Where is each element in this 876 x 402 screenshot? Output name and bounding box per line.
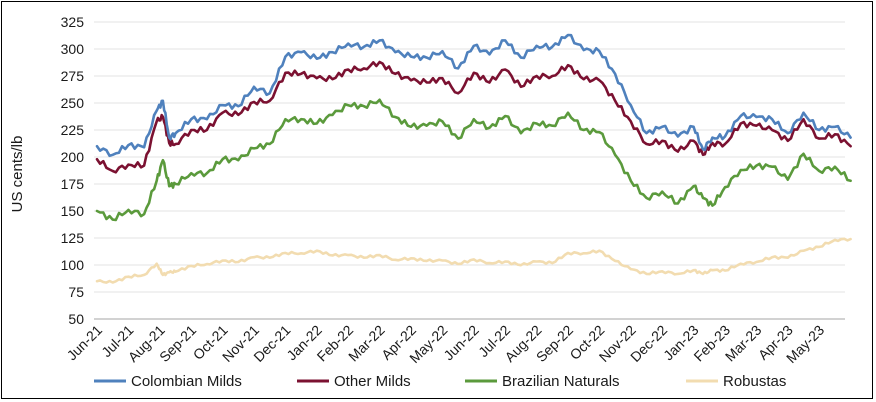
gridlines: [94, 21, 845, 293]
y-tick-label: 150: [61, 203, 85, 219]
x-tick-label: Jun-22: [440, 322, 482, 364]
x-tick-label: Jun-21: [64, 322, 106, 364]
y-tick-label: 50: [68, 311, 84, 327]
legend-label: Colombian Milds: [131, 373, 242, 390]
y-tick-label: 200: [61, 149, 85, 165]
y-axis-ticks: 50 75 100 125 150 175 200 225 250 275 300 325: [61, 14, 85, 327]
legend-label: Robustas: [723, 373, 786, 390]
y-tick-label: 175: [61, 176, 85, 192]
series-lines: [95, 33, 852, 284]
y-tick-label: 325: [61, 14, 85, 30]
y-tick-label: 275: [61, 68, 85, 84]
y-tick-label: 250: [61, 95, 85, 111]
series-line-robustas: [95, 237, 852, 284]
y-tick-label: 300: [61, 41, 85, 57]
y-axis-label: US cents/lb: [9, 136, 26, 213]
y-tick-label: 125: [61, 230, 85, 246]
x-axis-ticks: Jun-21Jul-21Aug-21Sep-21Oct-21Nov-21Dec-…: [64, 322, 828, 366]
series-line-brazilian-naturals: [95, 98, 852, 222]
series-line-colombian-milds: [95, 33, 852, 158]
x-tick-label: Mar-23: [722, 322, 765, 365]
x-tick-label: Mar-22: [345, 322, 388, 365]
y-tick-label: 225: [61, 122, 85, 138]
legend-label: Brazilian Naturals: [502, 373, 620, 390]
legend: Colombian Milds Other Milds Brazilian Natu…: [94, 373, 786, 390]
legend-label: Other Milds: [334, 373, 411, 390]
y-tick-label: 100: [61, 257, 85, 273]
series-line-other-milds: [95, 60, 852, 174]
y-tick-label: 75: [68, 284, 84, 300]
